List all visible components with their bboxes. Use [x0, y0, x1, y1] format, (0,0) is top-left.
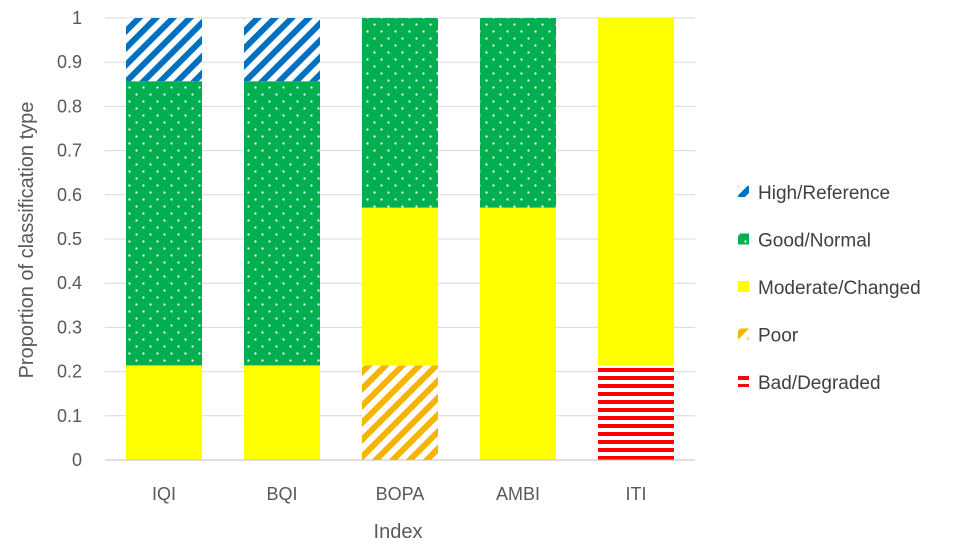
- x-tick-label: AMBI: [496, 484, 540, 504]
- x-tick-label: IQI: [152, 484, 176, 504]
- bar-ambi-good-normal: [480, 18, 556, 208]
- bar-iqi-good-normal: [126, 81, 202, 366]
- bar-bopa-good-normal: [362, 18, 438, 208]
- x-axis-ticks: IQI BQI BOPA AMBI ITI: [105, 459, 695, 504]
- legend-swatch: [738, 233, 749, 245]
- y-tick-label: 1: [72, 8, 82, 28]
- y-tick-label: 0.1: [57, 406, 82, 426]
- y-tick-label: 0.6: [57, 185, 82, 205]
- legend-label: Poor: [758, 326, 799, 347]
- y-axis-title: Proportion of classification type: [16, 102, 38, 379]
- bar-bqi-moderate-changed: [244, 365, 320, 460]
- bars: [126, 18, 674, 460]
- bar-bqi-high-reference: [244, 18, 320, 82]
- legend-swatch: [738, 328, 749, 340]
- x-axis-title: Index: [374, 521, 423, 543]
- legend: High/Reference Good/Normal Moderate/Change…: [738, 183, 921, 394]
- legend-label: Moderate/Changed: [758, 278, 921, 299]
- bar-ambi-moderate-changed: [480, 207, 556, 460]
- bar-bopa-poor: [362, 365, 438, 460]
- bar-iti-moderate-changed: [598, 18, 674, 366]
- x-tick-label: ITI: [626, 484, 647, 504]
- legend-label: High/Reference: [758, 183, 890, 204]
- bar-iti-bad-degraded: [598, 365, 674, 460]
- y-tick-label: 0: [72, 450, 82, 470]
- legend-swatch: [738, 376, 749, 387]
- y-tick-label: 0.9: [57, 52, 82, 72]
- legend-label: Bad/Degraded: [758, 373, 881, 394]
- y-tick-label: 0.8: [57, 96, 82, 116]
- bar-iqi-moderate-changed: [126, 365, 202, 460]
- x-tick-label: BQI: [266, 484, 297, 504]
- legend-swatch: [738, 281, 749, 292]
- x-tick-label: BOPA: [376, 484, 425, 504]
- y-tick-label: 0.2: [57, 362, 82, 382]
- y-tick-label: 0.4: [57, 273, 82, 293]
- legend-swatch: [738, 186, 749, 197]
- legend-label: Good/Normal: [758, 231, 871, 252]
- y-tick-label: 0.5: [57, 229, 82, 249]
- bar-bqi-good-normal: [244, 81, 320, 366]
- bar-bopa-moderate-changed: [362, 207, 438, 366]
- y-tick-label: 0.3: [57, 317, 82, 337]
- y-axis-ticks: 0 0.1 0.2 0.3 0.4 0.5 0.6 0.7 0.8 0.9 1: [57, 8, 82, 470]
- y-tick-label: 0.7: [57, 141, 82, 161]
- bar-iqi-high-reference: [126, 18, 202, 82]
